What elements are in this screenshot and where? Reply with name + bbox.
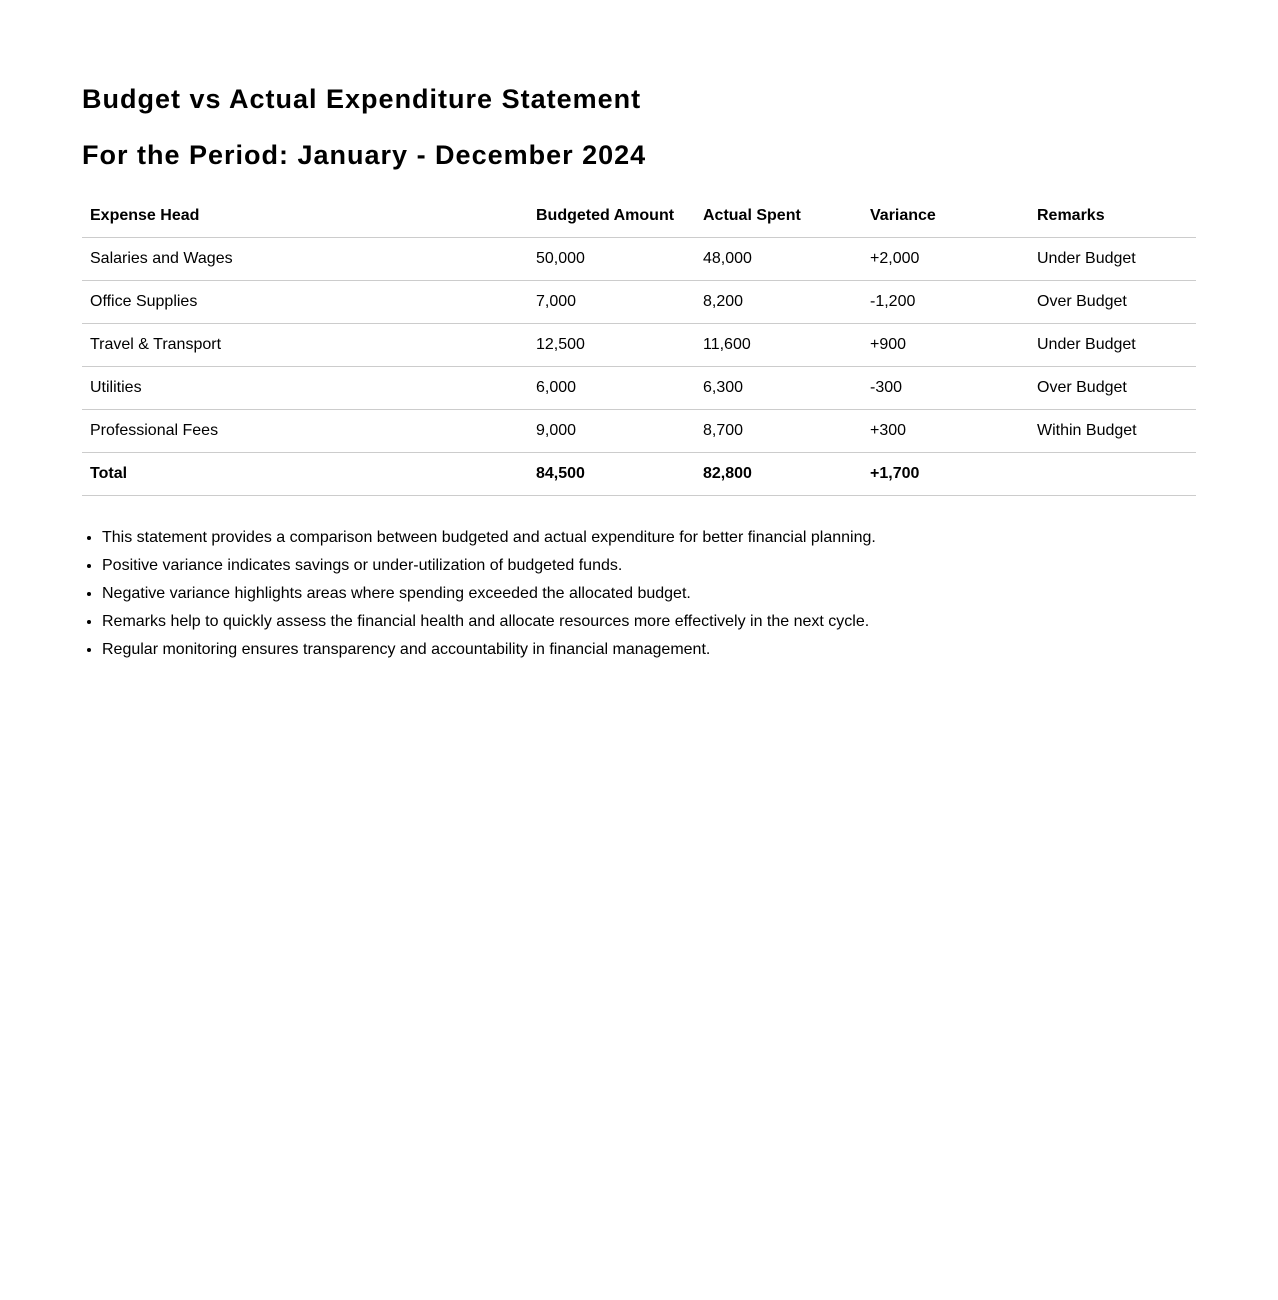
total-remarks-cell <box>1029 452 1196 496</box>
variance-cell: +300 <box>862 409 1029 453</box>
remarks-cell: Under Budget <box>1029 237 1196 281</box>
actual-spent-cell: 6,300 <box>695 366 862 410</box>
note-item: Remarks help to quickly assess the finan… <box>102 608 876 636</box>
actual-spent-cell: 8,700 <box>695 409 862 453</box>
budgeted-amount-cell: 7,000 <box>528 280 695 324</box>
table-row: Office Supplies 7,000 8,200 -1,200 Over Budg… <box>82 280 1196 324</box>
column-header-budgeted-amount: Budgeted Amount <box>528 195 695 238</box>
variance-cell: -1,200 <box>862 280 1029 324</box>
column-header-actual-spent: Actual Spent <box>695 195 862 238</box>
expense-head-cell: Travel & Transport <box>82 323 528 367</box>
table-row: Travel & Transport 12,500 11,600 +900 Under … <box>82 323 1196 367</box>
total-variance-cell: +1,700 <box>862 452 1029 496</box>
column-header-expense-head: Expense Head <box>82 195 528 238</box>
expense-head-cell: Professional Fees <box>82 409 528 453</box>
note-item: Regular monitoring ensures transparency … <box>102 636 876 664</box>
budgeted-amount-cell: 6,000 <box>528 366 695 410</box>
note-item: Negative variance highlights areas where… <box>102 580 876 608</box>
expense-head-cell: Office Supplies <box>82 280 528 324</box>
actual-spent-cell: 11,600 <box>695 323 862 367</box>
column-header-variance: Variance <box>862 195 1029 238</box>
variance-cell: +900 <box>862 323 1029 367</box>
actual-spent-cell: 48,000 <box>695 237 862 281</box>
variance-cell: -300 <box>862 366 1029 410</box>
table-row: Utilities 6,000 6,300 -300 Over Budget <box>82 366 1196 410</box>
remarks-cell: Under Budget <box>1029 323 1196 367</box>
note-item: This statement provides a comparison bet… <box>102 524 876 552</box>
column-header-remarks: Remarks <box>1029 195 1196 238</box>
remarks-cell: Within Budget <box>1029 409 1196 453</box>
period-subtitle: For the Period: January - December 2024 <box>82 140 647 170</box>
table-row: Professional Fees 9,000 8,700 +300 Within Bu… <box>82 409 1196 453</box>
budgeted-amount-cell: 50,000 <box>528 237 695 281</box>
variance-cell: +2,000 <box>862 237 1029 281</box>
total-expense-head-cell: Total <box>82 452 528 496</box>
budgeted-amount-cell: 9,000 <box>528 409 695 453</box>
table-row: Salaries and Wages 50,000 48,000 +2,000 Unde… <box>82 237 1196 281</box>
expense-head-cell: Salaries and Wages <box>82 237 528 281</box>
budgeted-amount-cell: 12,500 <box>528 323 695 367</box>
total-budgeted-amount-cell: 84,500 <box>528 452 695 496</box>
expenditure-table: Expense Head Budgeted Amount Actual Spent V… <box>82 195 1196 496</box>
table-header-row: Expense Head Budgeted Amount Actual Spent V… <box>82 195 1196 238</box>
total-actual-spent-cell: 82,800 <box>695 452 862 496</box>
actual-spent-cell: 8,200 <box>695 280 862 324</box>
notes-list: This statement provides a comparison bet… <box>82 524 876 664</box>
total-row: Total 84,500 82,800 +1,700 <box>82 452 1196 496</box>
page-title: Budget vs Actual Expenditure Statement <box>82 84 642 114</box>
remarks-cell: Over Budget <box>1029 366 1196 410</box>
remarks-cell: Over Budget <box>1029 280 1196 324</box>
note-item: Positive variance indicates savings or u… <box>102 552 876 580</box>
expense-head-cell: Utilities <box>82 366 528 410</box>
